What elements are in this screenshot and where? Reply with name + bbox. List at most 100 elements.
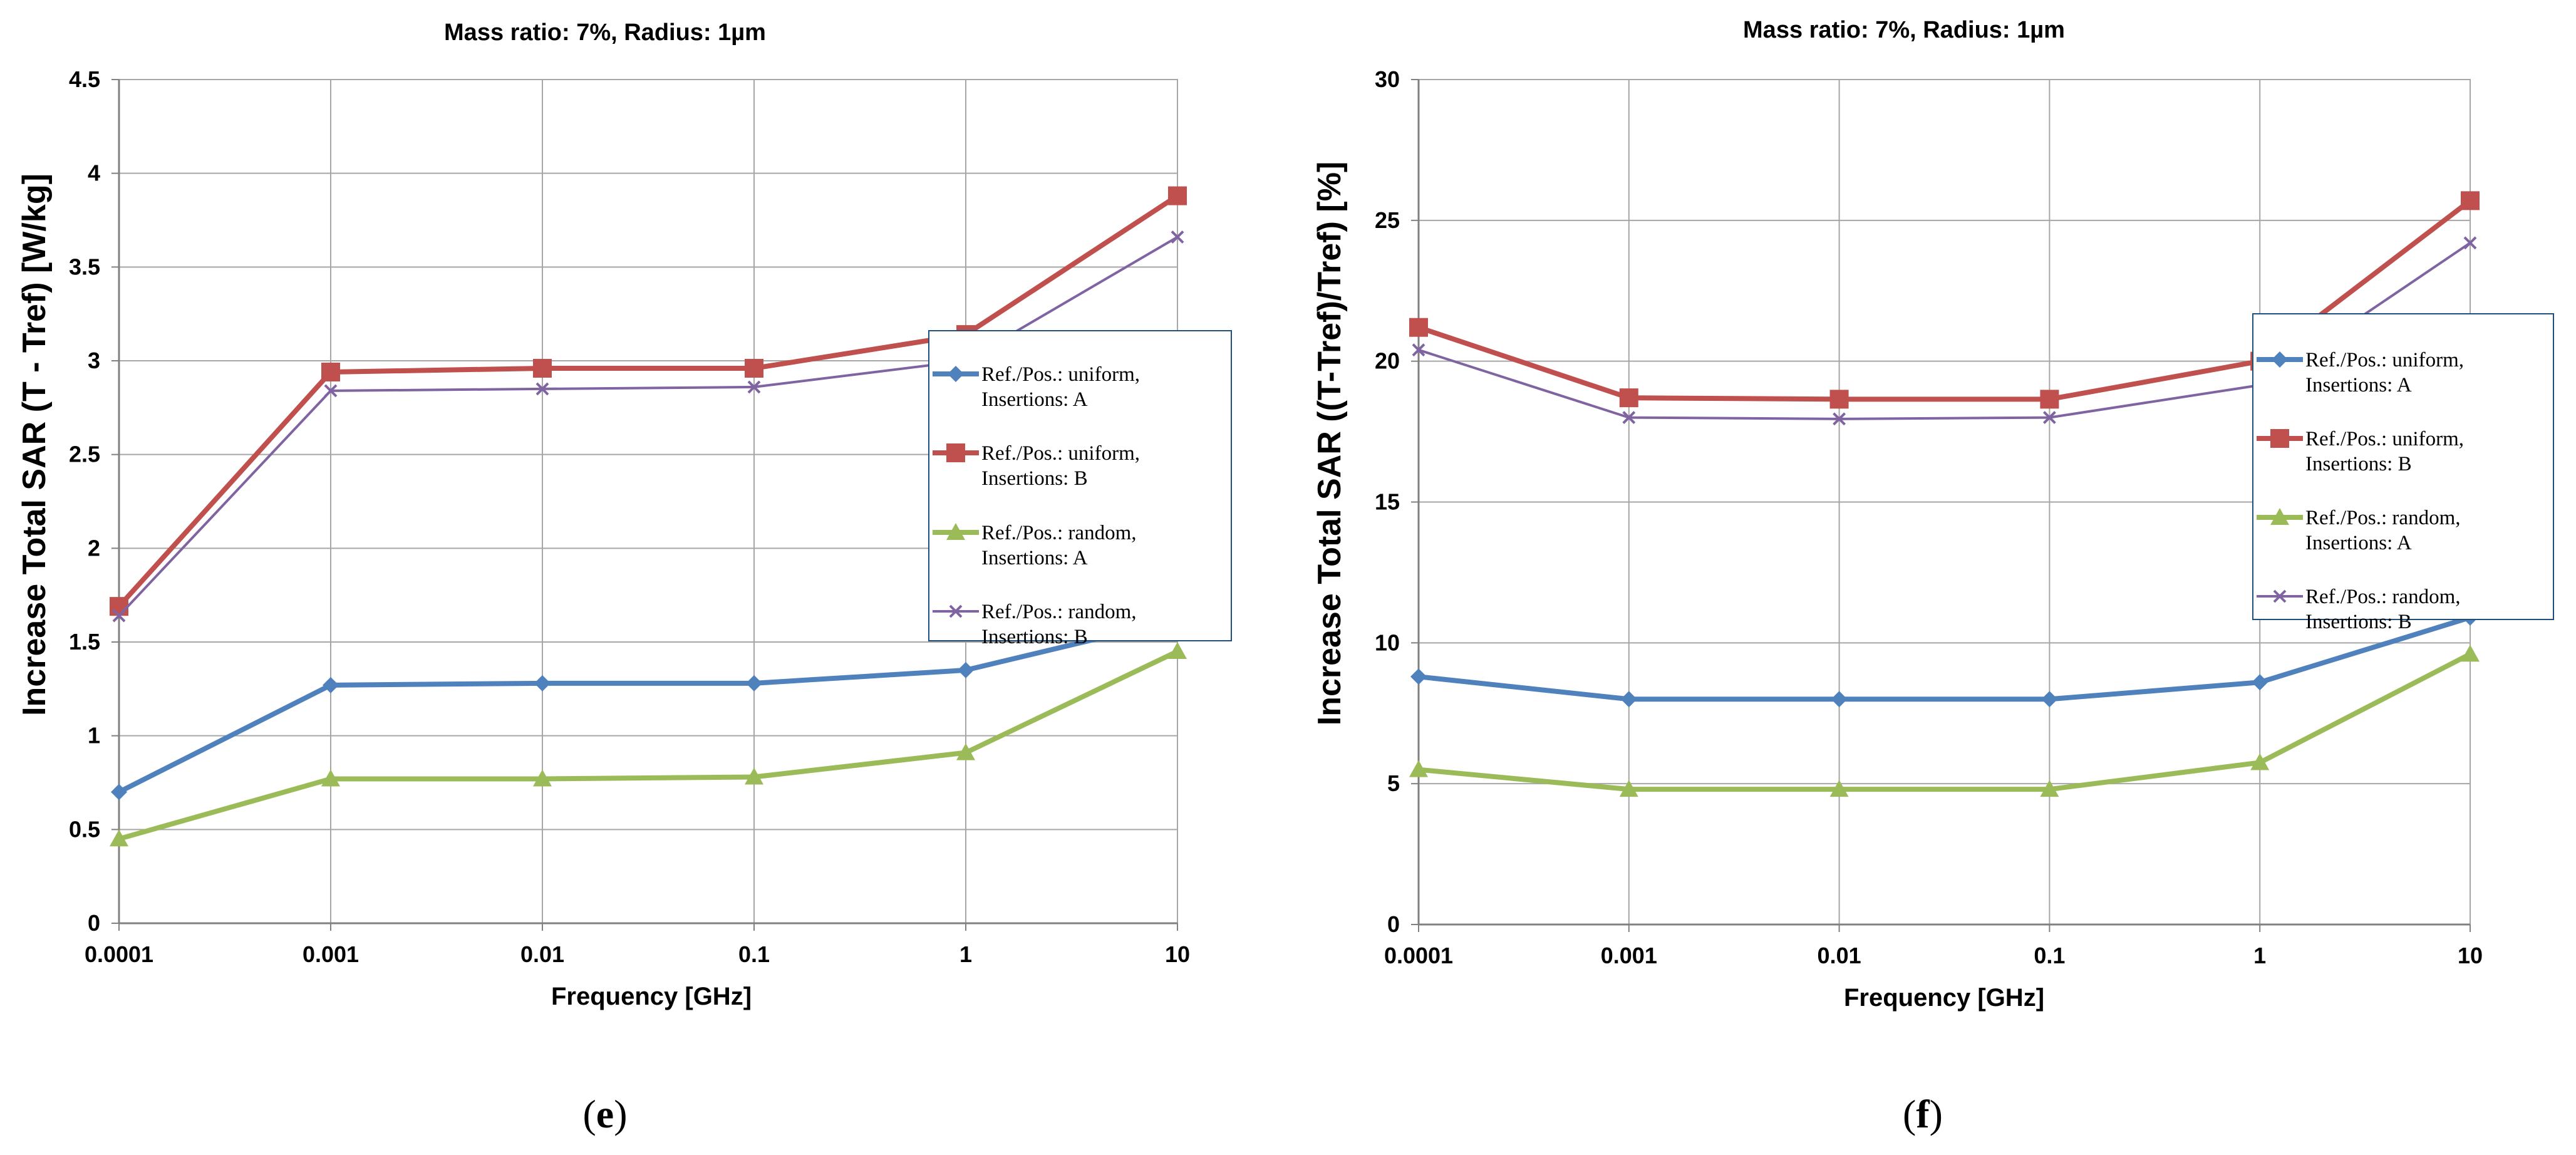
legend-label-line1: Ref./Pos.: random,: [2305, 507, 2460, 529]
y-tick-label: 2: [88, 535, 100, 561]
series-uniform_A: [111, 611, 1186, 800]
x-tick-label: 0.0001: [85, 941, 153, 967]
data-point-s0-p3: [2041, 691, 2058, 708]
panel-caption: (e): [582, 1092, 627, 1136]
legend-label-line2: Insertions: B: [981, 467, 1088, 490]
legend-item-uniform_A: Ref./Pos.: uniform,Insertions: A: [2257, 349, 2464, 396]
legend-label-line1: Ref./Pos.: random,: [981, 601, 1136, 623]
data-point-s3-p3: [2042, 411, 2056, 425]
data-point-s1-p2: [1829, 390, 1849, 409]
series-random_A: [1409, 645, 2480, 797]
data-point-s3-p1-stroke-b: [1622, 411, 1636, 425]
data-point-s0-p1: [323, 676, 339, 693]
x-tick-label: 1: [2253, 943, 2266, 968]
y-tick-label: 3: [88, 348, 100, 373]
data-point-s2-p4: [2250, 753, 2270, 770]
legend-label-line2: Insertions: A: [981, 547, 1088, 569]
data-point-s3-p2-stroke-b: [1833, 412, 1846, 426]
data-point-s0-p3: [746, 675, 762, 691]
data-point-s1-p0: [1409, 318, 1428, 337]
data-point-s3-p1: [324, 384, 338, 398]
plot-area: 0 5 10 15 20 25 30 0.0001 0.001 0.01 0.1 1 10: [1375, 66, 2483, 968]
y-tick-label: 25: [1375, 207, 1400, 233]
data-point-slegend3-p0-stroke-b: [949, 604, 963, 618]
series-line-uniform_A: [1418, 615, 2471, 702]
data-point-s2-p2: [1829, 780, 1849, 797]
data-point-s3-p3-stroke-b: [747, 380, 761, 394]
legend-item-random_A: Ref./Pos.: random, Insertions: A: [933, 522, 1136, 569]
data-point-s3-p0: [112, 609, 126, 623]
chart-title: Mass ratio: 7%, Radius: 1µm: [1743, 17, 2065, 43]
legend: Ref./Pos.: uniform,Insertions: ARef./Pos…: [928, 330, 1232, 648]
legend-label-line2: Insertions: B: [2305, 453, 2412, 475]
chart-title: Mass ratio: 7%, Radius: 1µm: [444, 19, 766, 46]
data-point-slegend0-p0: [2272, 351, 2288, 368]
legend-label-line2: Insertions: B: [2305, 611, 2412, 633]
legend-label-line1: Ref./Pos.: uniform,: [2305, 428, 2464, 450]
legend-box: [928, 330, 1232, 641]
legend-label-line1: Ref./Pos.: random,: [981, 522, 1136, 544]
legend-label-line2: Insertions: B: [981, 626, 1088, 648]
legend-label-line1: Ref./Pos.: random,: [2305, 586, 2460, 608]
data-point-slegend2-p0: [2270, 508, 2289, 525]
data-point-s2-p1: [321, 769, 340, 787]
data-point-s1-p5: [2461, 191, 2480, 210]
y-axis-label: Increase Total SAR (T - Tref) [W/kg]: [16, 174, 53, 716]
chart-panel-f: Mass ratio: 7%, Radius: 1µm Increase Tot…: [1311, 17, 2554, 1136]
data-point-s2-p5: [2461, 645, 2480, 662]
legend-item-uniform_B: Ref./Pos.: uniform,Insertions: B: [933, 442, 1140, 490]
data-point-s3-p0-stroke-b: [112, 609, 126, 623]
panel-caption-letter: e: [596, 1092, 614, 1136]
data-point-s0-p2: [534, 675, 551, 691]
legend-label-line2: Insertions: A: [981, 388, 1088, 411]
y-tick-label: 0: [1387, 911, 1400, 937]
panel-caption: (f): [1903, 1092, 1943, 1136]
data-point-slegend1-p0: [2270, 429, 2289, 448]
data-point-s0-p0: [1410, 668, 1427, 685]
legend-label-line2: Insertions: A: [2305, 532, 2412, 554]
x-tick-label: 0.0001: [1384, 943, 1453, 968]
series-line-random_A: [118, 649, 1179, 842]
data-point-s2-p0: [1409, 760, 1428, 777]
legend-item-uniform_A: Ref./Pos.: uniform,Insertions: A: [933, 363, 1140, 411]
panel-caption-letter: f: [1916, 1092, 1930, 1136]
legend-item-random_A: Ref./Pos.: random, Insertions: A: [2257, 507, 2460, 554]
x-tick-label: 0.001: [1601, 943, 1657, 968]
data-point-s3-p0: [1412, 343, 1425, 357]
x-tick-label: 10: [2458, 943, 2483, 968]
legend-label-line1: Ref./Pos.: uniform,: [981, 442, 1140, 465]
legend-label-line2: Insertions: A: [2305, 374, 2412, 396]
data-point-s0-p2: [1831, 691, 1848, 708]
y-tick-label: 1.5: [69, 629, 100, 655]
data-point-s2-p3: [745, 767, 763, 785]
series-random_A: [110, 641, 1187, 847]
y-tick-label: 0: [88, 910, 100, 936]
data-point-s3-p0-stroke-b: [1412, 343, 1425, 357]
data-point-s2-p2: [533, 769, 552, 787]
data-point-s1-p0: [110, 597, 128, 616]
data-point-s3-p2: [1833, 412, 1846, 426]
data-point-s3-p5-stroke-b: [1171, 230, 1184, 244]
series-line-random_A: [1418, 651, 2471, 792]
y-tick-label: 5: [1387, 770, 1400, 796]
series-line-uniform_B: [117, 194, 1179, 608]
data-point-s3-p1: [1622, 411, 1636, 425]
data-point-s0-p4: [2252, 674, 2268, 691]
data-point-s2-p1: [1619, 780, 1638, 797]
y-tick-label: 10: [1375, 629, 1400, 655]
y-axis-label: Increase Total SAR ((T-Tref)/Tref) [%]: [1311, 162, 1348, 726]
data-point-s3-p2-stroke-b: [535, 382, 549, 396]
x-tick-label: 0.1: [738, 941, 770, 967]
data-point-s3-p3: [747, 380, 761, 394]
legend-item-random_B: Ref./Pos.: random, Insertions: B: [933, 601, 1136, 648]
data-point-slegend1-p0: [946, 443, 965, 462]
data-point-s0-p1: [1620, 691, 1637, 708]
data-point-slegend3-p0: [949, 604, 963, 618]
data-point-s2-p0: [110, 829, 128, 847]
x-tick-label: 0.1: [2034, 943, 2065, 968]
legend: Ref./Pos.: uniform,Insertions: ARef./Pos…: [2252, 313, 2554, 633]
y-tick-label: 2.5: [69, 442, 100, 467]
data-point-s1-p1: [321, 362, 340, 381]
y-tick-label: 20: [1375, 348, 1400, 374]
legend-box: [2252, 313, 2554, 620]
